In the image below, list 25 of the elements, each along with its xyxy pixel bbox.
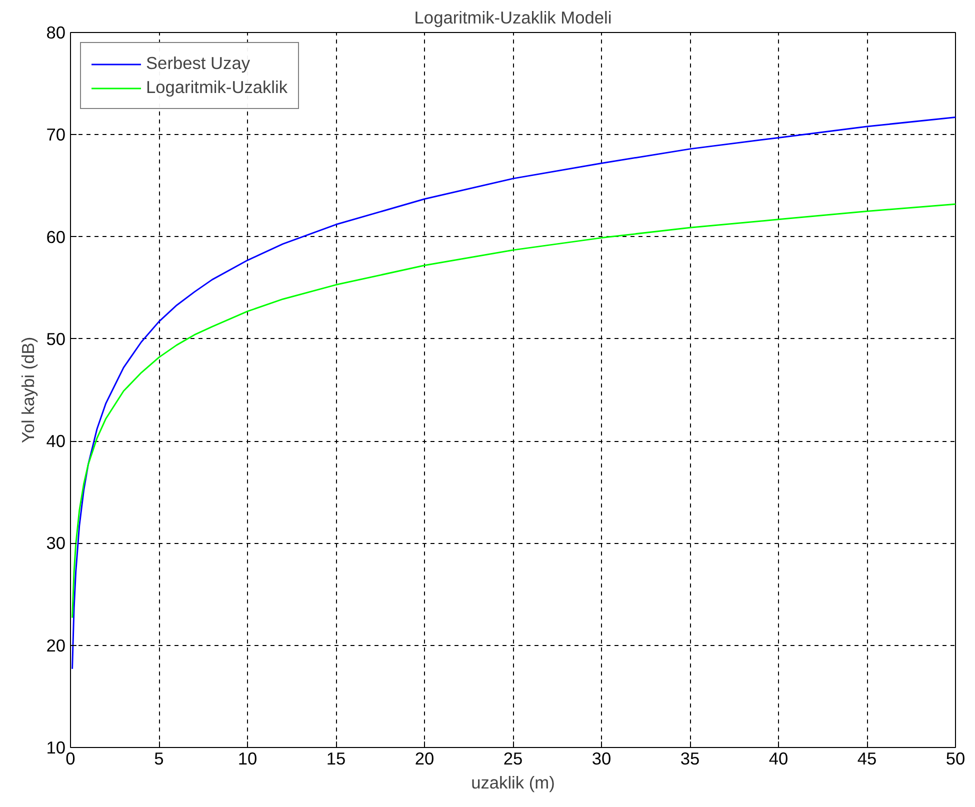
- x-tick-label: 15: [326, 748, 346, 768]
- x-axis-title: uzaklik (m): [471, 772, 555, 792]
- x-tick-label: 40: [768, 748, 788, 768]
- y-tick-label: 20: [46, 635, 66, 656]
- legend-label: Serbest Uzay: [146, 53, 250, 74]
- x-tick-label: 10: [238, 748, 258, 768]
- chart-title: Logaritmik-Uzaklik Modeli: [414, 8, 612, 28]
- line-series: [72, 116, 956, 670]
- x-tick-label: 50: [946, 748, 966, 768]
- x-tick-label: 25: [503, 748, 523, 768]
- y-tick-label: 30: [46, 533, 66, 554]
- y-tick-label: 50: [46, 328, 66, 349]
- x-tick-label: 5: [154, 748, 164, 768]
- y-tick-label: 60: [46, 226, 66, 247]
- x-tick-label: 35: [680, 748, 700, 768]
- x-tick-label: 45: [857, 748, 877, 768]
- y-tick-label: 40: [46, 431, 66, 452]
- line-series: [72, 203, 956, 619]
- legend-label: Logaritmik-Uzaklik: [146, 77, 288, 98]
- y-axis-title: Yol kaybi (dB): [18, 336, 38, 444]
- y-tick-label: 70: [46, 124, 66, 145]
- x-tick-label: 0: [66, 748, 76, 768]
- x-tick-label: 30: [592, 748, 612, 768]
- y-tick-label: 80: [46, 22, 66, 42]
- x-tick-label: 20: [414, 748, 434, 768]
